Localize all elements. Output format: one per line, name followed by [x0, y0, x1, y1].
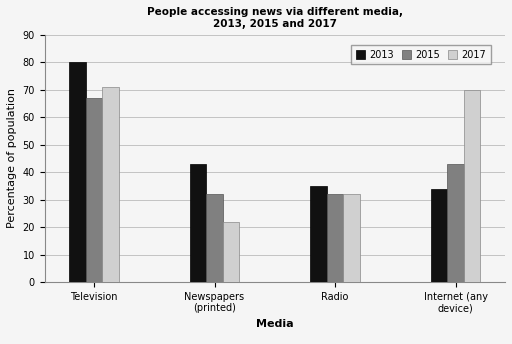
Y-axis label: Percentage of population: Percentage of population — [7, 88, 17, 228]
X-axis label: Media: Media — [256, 319, 294, 329]
Bar — [310, 186, 327, 282]
Bar — [223, 222, 239, 282]
Title: People accessing news via different media,
2013, 2015 and 2017: People accessing news via different medi… — [147, 7, 403, 29]
Legend: 2013, 2015, 2017: 2013, 2015, 2017 — [351, 45, 491, 64]
Bar — [431, 189, 447, 282]
Bar — [327, 194, 344, 282]
Bar — [344, 194, 360, 282]
Bar — [447, 164, 464, 282]
Bar — [86, 98, 102, 282]
Bar — [464, 90, 480, 282]
Bar — [102, 87, 119, 282]
Bar — [206, 194, 223, 282]
Bar — [190, 164, 206, 282]
Bar — [69, 62, 86, 282]
